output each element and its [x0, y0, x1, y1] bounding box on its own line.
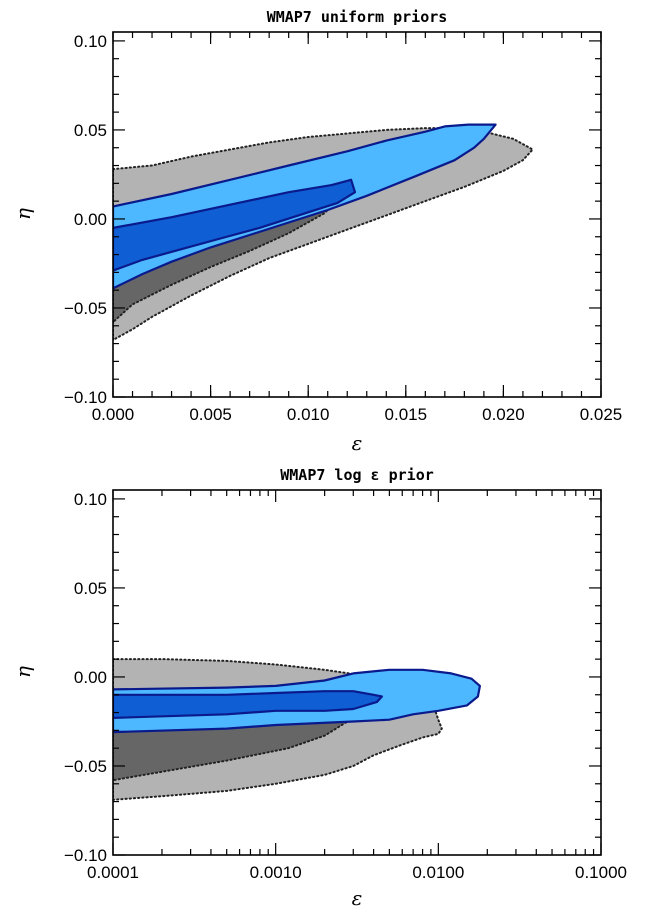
- chart-title: WMAP7 log ε prior: [280, 466, 434, 484]
- x-tick-label: 0.020: [482, 405, 525, 424]
- y-tick-label: −0.10: [64, 846, 107, 865]
- contour-region-3: [113, 178, 357, 272]
- contour-region-3: [113, 690, 383, 719]
- y-axis-label: η: [11, 208, 35, 220]
- x-tick-label: 0.015: [385, 405, 428, 424]
- x-tick-label: 0.025: [580, 405, 623, 424]
- x-tick-label: 0.1000: [575, 863, 627, 882]
- y-tick-label: 0.00: [74, 668, 107, 687]
- y-tick-label: 0.05: [74, 121, 107, 140]
- y-tick-label: −0.05: [64, 299, 107, 318]
- x-tick-label: 0.0010: [250, 863, 302, 882]
- plot-frame: [112, 489, 602, 856]
- y-tick-label: −0.10: [64, 388, 107, 407]
- y-tick-label: 0.10: [74, 490, 107, 509]
- axis-ticks: −0.10 −0.05 0.00 0.05 0.10 0.000 0.005 0.010 0.0…: [64, 32, 622, 424]
- x-axis-label: ε: [352, 431, 363, 455]
- axis-ticks: −0.10 −0.05 0.00 0.05 0.10 0.0001 0.0010 0.0100…: [64, 490, 627, 882]
- chart-title: WMAP7 uniform priors: [267, 8, 448, 26]
- y-tick-label: 0.00: [74, 210, 107, 229]
- y-tick-label: −0.05: [64, 757, 107, 776]
- panel-log-prior: WMAP7 log ε prior −0.10 −0.05 0.00 0.05 0.10…: [11, 466, 627, 910]
- plot-frame: [112, 31, 602, 398]
- x-axis-label: ε: [352, 886, 363, 910]
- y-axis-label: η: [11, 666, 35, 678]
- panel-uniform-priors: WMAP7 uniform priors −0.10 −0.05 0.00 0.05 0…: [11, 8, 622, 455]
- y-tick-label: 0.10: [74, 32, 107, 51]
- x-tick-label: 0.005: [189, 405, 232, 424]
- contour-regions: [113, 658, 481, 801]
- y-tick-label: 0.05: [74, 579, 107, 598]
- x-tick-label: 0.000: [92, 405, 135, 424]
- x-tick-label: 0.010: [287, 405, 330, 424]
- contour-regions: [113, 123, 534, 341]
- contour-region-0: [113, 127, 534, 341]
- x-tick-label: 0.0100: [412, 863, 464, 882]
- x-tick-label: 0.0001: [87, 863, 139, 882]
